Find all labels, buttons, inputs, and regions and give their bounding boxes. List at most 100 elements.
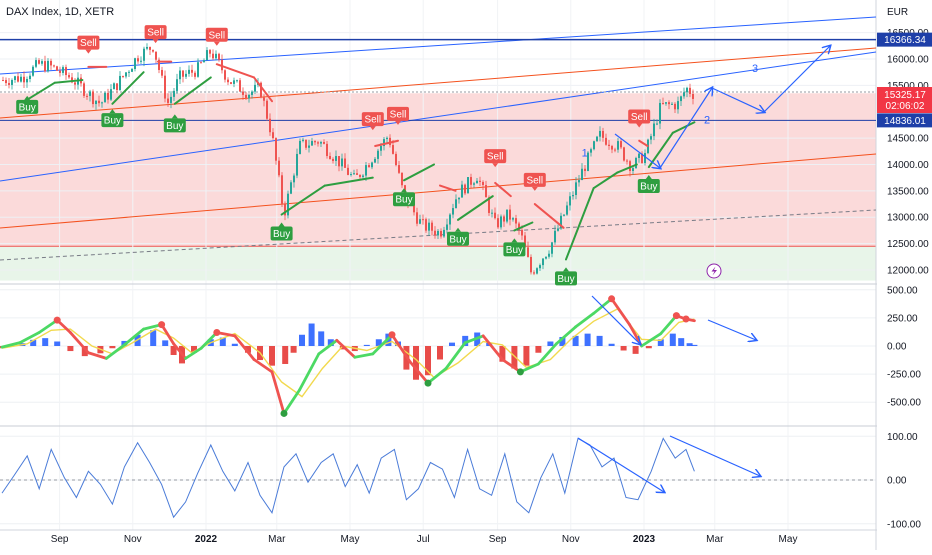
fast-signal-segment (0, 341, 22, 349)
trend-arrow[interactable] (669, 435, 760, 476)
buy-signal[interactable]: Buy (270, 222, 293, 241)
candle (221, 59, 223, 71)
fast-signal-segment (640, 332, 663, 348)
fast-signal-segment (87, 351, 108, 360)
fast-signal-segment (172, 342, 188, 360)
candle (242, 91, 244, 95)
candle (662, 102, 664, 104)
candle (119, 75, 121, 91)
y-tick-label: -100.00 (887, 519, 921, 530)
buy-signal[interactable]: Buy (393, 188, 415, 207)
buy-signal[interactable]: Buy (163, 114, 186, 133)
trend-arrow[interactable] (707, 319, 756, 340)
buy-signal[interactable]: Buy (637, 175, 660, 194)
candle (467, 177, 469, 194)
histogram-bar (219, 337, 226, 346)
level-badge (877, 113, 932, 128)
candle (338, 156, 340, 167)
sell-signal-pointer (531, 186, 538, 191)
candle (395, 153, 397, 166)
candle (398, 165, 400, 173)
candle (32, 66, 34, 76)
candle (644, 153, 646, 164)
candle (590, 149, 592, 153)
x-tick-label: May (341, 534, 360, 545)
histogram-bar (109, 346, 116, 349)
sell-signal[interactable]: Sell (205, 27, 228, 46)
trend-arrow[interactable] (577, 437, 664, 492)
candle (680, 96, 682, 102)
supertrend-segment (457, 195, 494, 221)
buy-signal[interactable]: Buy (447, 227, 469, 246)
sell-signal-box (387, 106, 409, 121)
buy-signal-pointer (24, 95, 31, 100)
lightning-icon[interactable] (706, 263, 722, 279)
candle (71, 77, 73, 83)
histogram-bar (678, 338, 685, 346)
candle (290, 182, 292, 194)
trend-arrow[interactable] (591, 295, 640, 344)
candle (353, 173, 355, 175)
trend-arrow[interactable] (763, 46, 830, 113)
candle (605, 137, 607, 145)
fast-signal-segment (317, 338, 339, 356)
candle (518, 223, 520, 231)
candle (116, 83, 118, 91)
candle (431, 222, 433, 231)
candle (272, 132, 274, 139)
buy-signal[interactable]: Buy (101, 109, 124, 128)
buy-signal-box (101, 113, 124, 128)
candle (68, 75, 70, 78)
histogram-bar (572, 335, 579, 346)
wave-label: 1 (582, 148, 588, 160)
candle (101, 102, 103, 104)
sell-signal[interactable]: Sell (523, 172, 546, 191)
trend-arrow[interactable] (711, 87, 764, 112)
candle (215, 53, 217, 59)
x-tick-label: 2023 (633, 534, 656, 545)
sell-signal-pointer (213, 41, 220, 46)
buy-signal-label: Buy (449, 234, 466, 245)
candle (191, 69, 193, 73)
candle (674, 103, 676, 110)
buy-signal[interactable]: Buy (555, 267, 577, 286)
candle (251, 91, 253, 95)
candle (650, 136, 652, 140)
candle (548, 253, 550, 257)
supertrend-segment (215, 63, 255, 79)
candle (302, 139, 304, 141)
candle (608, 144, 610, 146)
candle (98, 100, 100, 104)
sell-signal[interactable]: Sell (361, 112, 384, 131)
sell-signal[interactable]: Sell (144, 25, 167, 44)
buy-signal[interactable]: Buy (503, 238, 526, 257)
candle (224, 70, 226, 80)
sell-signal[interactable]: Sell (387, 106, 409, 125)
sell-signal-pointer (492, 163, 499, 168)
histogram-bar (375, 339, 382, 346)
histogram-bar (245, 346, 251, 353)
sell-signal[interactable]: Sell (77, 35, 100, 54)
trend-arrow[interactable] (659, 88, 712, 169)
candle (383, 139, 385, 147)
histogram-bar (669, 333, 676, 346)
sell-signal[interactable]: Sell (628, 109, 651, 128)
histogram-bar (547, 341, 554, 346)
candle (152, 49, 154, 52)
histogram-bar (308, 323, 315, 346)
candle (143, 48, 145, 61)
histogram-bar (191, 346, 197, 353)
histogram-bar (150, 330, 157, 346)
histogram-bar (511, 346, 518, 369)
sell-signal[interactable]: Sell (484, 149, 507, 168)
buy-signal[interactable]: Buy (16, 95, 39, 114)
candle (137, 58, 139, 62)
candle (50, 60, 52, 66)
candle (23, 76, 25, 83)
candle (83, 83, 85, 96)
trend-arrow[interactable] (614, 133, 660, 168)
histogram-bar (162, 340, 169, 346)
candle (479, 180, 481, 182)
sell-signal-pointer (636, 123, 643, 128)
